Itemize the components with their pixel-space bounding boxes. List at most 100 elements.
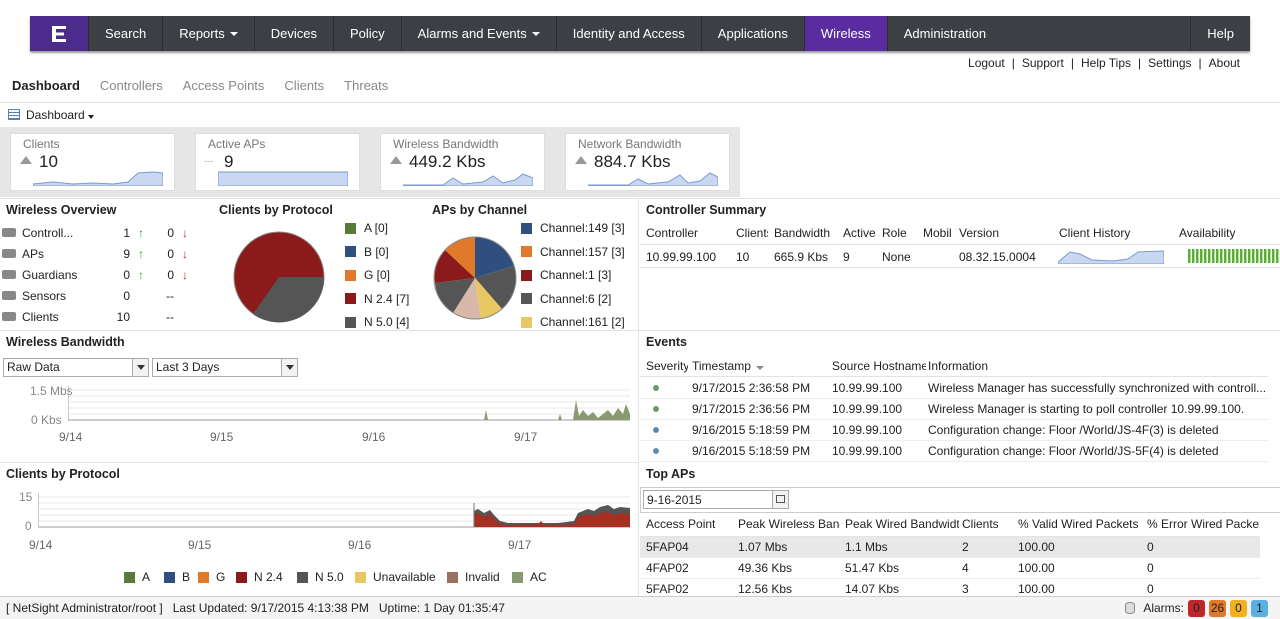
- status-last-updated: Last Updated: 9/17/2015 4:13:38 PM: [172, 601, 369, 615]
- nav-alarms-events[interactable]: Alarms and Events: [400, 16, 556, 51]
- wireless-bandwidth-chart[interactable]: [68, 386, 632, 426]
- settings-link[interactable]: Settings: [1148, 56, 1192, 70]
- logout-link[interactable]: Logout: [968, 56, 1005, 70]
- column-header[interactable]: Active: [843, 226, 876, 240]
- tab-clients[interactable]: Clients: [284, 78, 325, 93]
- x-tick-label: 9/16: [362, 430, 386, 444]
- legend-item: AC: [512, 570, 547, 584]
- alarm-badge[interactable]: 0: [1230, 599, 1247, 617]
- ap-row[interactable]: 5FAP04 1.07 Mbs 1.1 Mbs 2 100.00 0: [640, 537, 1260, 558]
- overview-label: APs: [22, 246, 45, 261]
- tile-wireless-bandwidth[interactable]: Wireless Bandwidth 449.2 Kbs: [380, 133, 545, 191]
- overview-row[interactable]: Sensors 0 --: [0, 285, 212, 306]
- column-header[interactable]: Version: [959, 226, 1000, 240]
- column-header[interactable]: Peak Wired Bandwidt: [845, 517, 959, 531]
- x-tick-label: 9/14: [59, 430, 83, 444]
- database-icon[interactable]: [1125, 602, 1136, 614]
- clients-protocol-chart[interactable]: [38, 493, 632, 533]
- overview-icon-cell: [0, 243, 20, 264]
- column-header-timestamp[interactable]: Timestamp: [692, 359, 764, 373]
- column-header[interactable]: Peak Wireless Band: [738, 517, 840, 531]
- about-link[interactable]: About: [1208, 56, 1240, 70]
- ap-icon: [2, 248, 16, 258]
- extreme-logo[interactable]: [30, 16, 88, 51]
- select-value: Last 3 Days: [156, 360, 220, 374]
- tab-dashboard[interactable]: Dashboard: [12, 78, 80, 93]
- column-header[interactable]: % Valid Wired Packets: [1018, 517, 1139, 531]
- tab-threats[interactable]: Threats: [344, 78, 389, 93]
- ap-cell: 4FAP02: [646, 561, 689, 575]
- overview-row[interactable]: Controll... 1 ↑ 0 ↓: [0, 222, 212, 243]
- date-input[interactable]: 9-16-2015: [643, 490, 789, 509]
- divider: [640, 376, 1268, 377]
- alarm-badge[interactable]: 1: [1251, 599, 1268, 617]
- legend-label: A: [142, 570, 151, 584]
- column-header[interactable]: Mobil: [923, 226, 952, 240]
- panel-title: Wireless Overview: [6, 203, 117, 217]
- column-header[interactable]: Role: [882, 226, 907, 240]
- severity-icon: [653, 448, 659, 454]
- nav-wireless[interactable]: Wireless: [803, 16, 887, 51]
- overview-row[interactable]: APs 9 ↑ 0 ↓: [0, 243, 212, 264]
- alarm-badge[interactable]: 0: [1188, 599, 1205, 617]
- cell: 9: [843, 250, 850, 264]
- ap-cell: 49.36 Kbs: [738, 561, 793, 575]
- nav-administration[interactable]: Administration: [886, 16, 1002, 51]
- column-header[interactable]: Severity: [646, 359, 688, 373]
- sparkline: [403, 173, 533, 186]
- nav-search[interactable]: Search: [88, 16, 162, 51]
- overview-row[interactable]: Clients 10 --: [0, 306, 212, 327]
- legend-swatch: [355, 571, 366, 583]
- column-header[interactable]: Source Hostname: [832, 359, 926, 373]
- ap-cell: 0: [1147, 582, 1154, 596]
- cell: 10.99.99.100: [646, 250, 717, 264]
- alarms-label: Alarms:: [1143, 601, 1184, 615]
- tile-clients[interactable]: Clients 10: [10, 133, 175, 191]
- overview-row[interactable]: Guardians 0 ↑ 0 ↓: [0, 264, 212, 285]
- ap-row[interactable]: 4FAP02 49.36 Kbs 51.47 Kbs 4 100.00 0: [640, 558, 1260, 579]
- overview-down-count: --: [166, 288, 174, 303]
- column-header[interactable]: Availability: [1179, 226, 1236, 240]
- tile-network-bandwidth[interactable]: Network Bandwidth 884.7 Kbs: [565, 133, 730, 191]
- column-header[interactable]: % Error Wired Packe: [1147, 517, 1260, 531]
- nav-applications[interactable]: Applications: [700, 16, 804, 51]
- nav-help[interactable]: Help: [1190, 16, 1250, 51]
- ap-cell: 0: [1147, 540, 1154, 554]
- availability-bars: [1188, 249, 1280, 263]
- alarm-badge[interactable]: 26: [1209, 599, 1226, 617]
- event-row[interactable]: 9/17/2015 2:36:56 PM 10.99.99.100 Wireless…: [640, 399, 1268, 420]
- column-header[interactable]: Bandwidth: [774, 226, 831, 240]
- calendar-icon[interactable]: [772, 491, 788, 508]
- column-header[interactable]: Information: [928, 359, 989, 373]
- divider: [640, 244, 1280, 245]
- nav-identity-access[interactable]: Identity and Access: [555, 16, 701, 51]
- aps-channel-pie[interactable]: [433, 236, 517, 320]
- event-row[interactable]: 9/16/2015 5:18:59 PM 10.99.99.100 Configur…: [640, 441, 1268, 462]
- column-header[interactable]: Access Point: [646, 517, 716, 531]
- support-link[interactable]: Support: [1021, 56, 1064, 70]
- time-range-select[interactable]: Last 3 Days: [152, 358, 298, 377]
- help-tips-link[interactable]: Help Tips: [1081, 56, 1132, 70]
- x-tick-label: 9/15: [188, 538, 212, 552]
- dashboard-menu[interactable]: Dashboard: [26, 108, 94, 122]
- event-row[interactable]: 9/17/2015 2:36:58 PM 10.99.99.100 Wireless…: [640, 378, 1268, 399]
- event-row[interactable]: 9/16/2015 5:18:59 PM 10.99.99.100 Configur…: [640, 420, 1268, 441]
- legend-item: N 5.0: [297, 570, 344, 584]
- tile-active-aps[interactable]: Active APs --- 9: [195, 133, 360, 191]
- column-header[interactable]: Clients: [736, 226, 768, 240]
- column-header[interactable]: Clients: [962, 517, 999, 531]
- nav-devices[interactable]: Devices: [253, 16, 333, 51]
- ap-cell: 100.00: [1018, 582, 1055, 596]
- nav-policy[interactable]: Policy: [332, 16, 401, 51]
- nav-spacer: [1002, 16, 1190, 51]
- controller-row[interactable]: 10.99.99.100 10 665.9 Kbs 9 None 08.32.1…: [640, 246, 1280, 267]
- clients-protocol-pie[interactable]: [233, 231, 325, 323]
- nav-reports[interactable]: Reports: [162, 16, 254, 51]
- divider: [0, 198, 1280, 199]
- column-header[interactable]: Controller: [646, 226, 699, 240]
- data-type-select[interactable]: Raw Data: [3, 358, 149, 377]
- tab-access-points[interactable]: Access Points: [182, 78, 265, 93]
- column-header[interactable]: Client History: [1059, 226, 1131, 240]
- tab-controllers[interactable]: Controllers: [99, 78, 163, 93]
- overview-down-cell: [176, 285, 212, 306]
